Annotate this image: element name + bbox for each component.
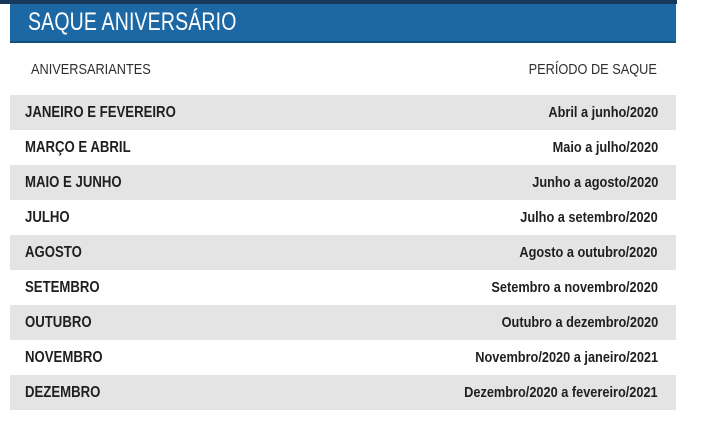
table-row: DEZEMBRO Dezembro/2020 a fevereiro/2021 (10, 375, 676, 410)
birthday-months-cell: JULHO (25, 208, 70, 226)
withdrawal-period-cell: Outubro a dezembro/2020 (501, 314, 658, 331)
table-row: MARÇO E ABRIL Maio a julho/2020 (10, 130, 676, 165)
birthday-months-cell: SETEMBRO (25, 278, 100, 296)
table-row: OUTUBRO Outubro a dezembro/2020 (10, 305, 676, 340)
birthday-months-cell: MAIO E JUNHO (25, 173, 122, 191)
withdrawal-period-cell: Maio a julho/2020 (552, 139, 658, 156)
table-row: JULHO Julho a setembro/2020 (10, 200, 676, 235)
table-row: NOVEMBRO Novembro/2020 a janeiro/2021 (10, 340, 676, 375)
withdrawal-period-cell: Setembro a novembro/2020 (491, 279, 658, 296)
birthday-months-cell: MARÇO E ABRIL (25, 138, 131, 156)
withdrawal-period-cell: Dezembro/2020 a fevereiro/2021 (464, 384, 658, 401)
birthday-months-cell: AGOSTO (25, 243, 82, 261)
withdrawal-period-cell: Abril a junho/2020 (548, 104, 658, 121)
withdrawal-period-cell: Agosto a outubro/2020 (519, 244, 658, 261)
table-row: JANEIRO E FEVEREIRO Abril a junho/2020 (10, 95, 676, 130)
withdrawal-period-cell: Novembro/2020 a janeiro/2021 (475, 349, 658, 366)
withdrawal-period-cell: Junho a agosto/2020 (531, 174, 658, 191)
column-header-aniversariantes: ANIVERSARIANTES (31, 60, 151, 78)
birthday-months-cell: NOVEMBRO (25, 348, 103, 366)
top-border-line (0, 0, 677, 4)
table-header-row: ANIVERSARIANTES PERÍODO DE SAQUE (10, 43, 676, 95)
birthday-months-cell: JANEIRO E FEVEREIRO (25, 103, 176, 121)
birthday-months-cell: DEZEMBRO (25, 383, 101, 401)
table-body: JANEIRO E FEVEREIRO Abril a junho/2020 M… (10, 95, 676, 410)
birthday-months-cell: OUTUBRO (25, 313, 92, 331)
withdrawal-period-cell: Julho a setembro/2020 (520, 209, 658, 226)
column-header-periodo-de-saque: PERÍODO DE SAQUE (528, 60, 657, 78)
table-row: MAIO E JUNHO Junho a agosto/2020 (10, 165, 676, 200)
table-row: SETEMBRO Setembro a novembro/2020 (10, 270, 676, 305)
table-row: AGOSTO Agosto a outubro/2020 (10, 235, 676, 270)
page-title: SAQUE ANIVERSÁRIO (28, 8, 237, 36)
title-bar: SAQUE ANIVERSÁRIO (10, 4, 676, 43)
